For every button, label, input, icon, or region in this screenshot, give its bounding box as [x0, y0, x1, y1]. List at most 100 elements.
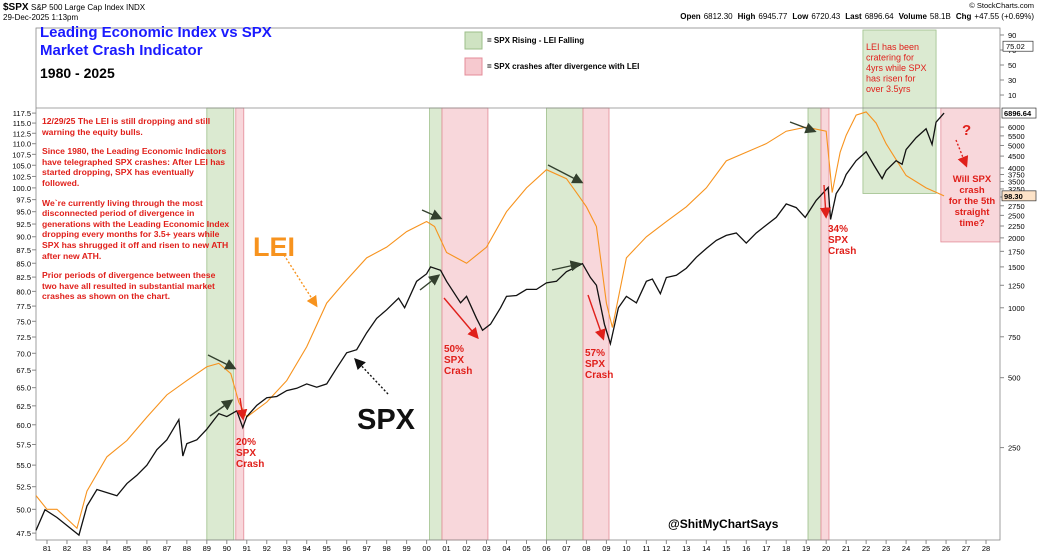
- x-tick-label: 12: [662, 544, 670, 552]
- commentary-paragraph: Since 1980, the Leading Economic Indicat…: [42, 146, 227, 188]
- quote-label: High: [738, 12, 756, 21]
- crash-label-line: 57%: [585, 348, 605, 359]
- question-mark: ?: [962, 122, 971, 139]
- y2-tick-label: 1000: [1008, 304, 1025, 313]
- series-line: [35, 112, 945, 537]
- crash-label: 34% SPX Crash: [828, 224, 856, 257]
- question: Will SPX crash for the 5th straight time?: [949, 174, 996, 229]
- y-tick-label: 80.0: [16, 287, 31, 296]
- y2-tick-label: 2750: [1008, 202, 1025, 211]
- y-tick-label: 67.5: [16, 366, 31, 375]
- x-tick-label: 87: [163, 544, 171, 552]
- shaded-region: [582, 107, 610, 541]
- quote-value: 6896.64: [865, 12, 894, 21]
- x-tick-label: 07: [562, 544, 570, 552]
- shaded-region: [940, 107, 1001, 243]
- legend-swatch: [464, 57, 483, 76]
- x-tick-label: 96: [343, 544, 351, 552]
- x-tick-label: 14: [702, 544, 710, 552]
- y-tick-label: 10: [1008, 91, 1016, 100]
- last-value-label: 98.30: [1004, 192, 1023, 201]
- y2-tick-label: 1250: [1008, 281, 1025, 290]
- chart-subtitle: 1980 - 2025: [40, 65, 115, 81]
- y2-tick-label: 5000: [1008, 141, 1025, 150]
- y-tick-label: 95.0: [16, 208, 31, 217]
- x-tick-label: 01: [442, 544, 450, 552]
- x-tick-label: 93: [283, 544, 291, 552]
- crash-label-line: 20%: [236, 437, 256, 448]
- y-tick-label: 87.5: [16, 246, 31, 255]
- legend-label: = SPX crashes after divergence with LEI: [487, 62, 639, 71]
- x-tick-label: 09: [602, 544, 610, 552]
- y-tick-label: 97.5: [16, 196, 31, 205]
- last-value-label: 75.02: [1006, 42, 1025, 51]
- symbol-name: S&P 500 Large Cap Index INDX: [31, 3, 146, 12]
- y2-tick-label: 4000: [1008, 164, 1025, 173]
- crash-label: 57% SPX Crash: [585, 348, 613, 381]
- plot-frame: [35, 27, 1001, 541]
- question-line: for the 5th: [949, 196, 996, 207]
- y-tick-label: 75.0: [16, 317, 31, 326]
- y-tick-label: 60.0: [16, 421, 31, 430]
- y-tick-label: 55.0: [16, 461, 31, 470]
- lei-label: LEI: [253, 232, 295, 262]
- y-tick-label: 50: [1008, 61, 1016, 70]
- quote-value: 6720.43: [811, 12, 840, 21]
- shaded-region: [807, 107, 822, 541]
- y-tick-label: 105.0: [12, 161, 31, 170]
- x-tick-label: 89: [203, 544, 211, 552]
- chart-title: Market Crash Indicator: [40, 42, 203, 59]
- y2-tick-label: 2500: [1008, 211, 1025, 220]
- shaded-region: [429, 107, 443, 541]
- quote-label: Last: [845, 12, 862, 21]
- crash-label-line: Crash: [828, 246, 856, 257]
- quote-value: 58.1B: [930, 12, 951, 21]
- y-tick-label: 72.5: [16, 333, 31, 342]
- x-tick-label: 82: [63, 544, 71, 552]
- x-tick-label: 06: [542, 544, 550, 552]
- y-tick-label: 30: [1008, 76, 1016, 85]
- quote-label: Open: [680, 12, 701, 21]
- x-tick-label: 91: [243, 544, 251, 552]
- crash-label-line: SPX: [585, 359, 605, 370]
- y2-tick-label: 2250: [1008, 222, 1025, 231]
- x-tick-label: 00: [422, 544, 430, 552]
- y-tick-label: 82.5: [16, 273, 31, 282]
- x-tick-label: 28: [982, 544, 990, 552]
- crash-label-line: SPX: [828, 235, 848, 246]
- last-value-box: [1001, 107, 1037, 119]
- y-tick-label: 110.0: [13, 140, 31, 149]
- y-tick-label: 90.0: [16, 233, 31, 242]
- y-tick-label: 115.0: [13, 119, 31, 128]
- shaded-region: [546, 107, 584, 541]
- x-tick-label: 27: [962, 544, 970, 552]
- shaded-region: [820, 107, 830, 541]
- x-tick-label: 03: [482, 544, 490, 552]
- x-tick-label: 84: [103, 544, 111, 552]
- y-tick-label: 112.5: [13, 129, 31, 138]
- y2-tick-label: 6000: [1008, 123, 1025, 132]
- last-value-box: [1001, 190, 1037, 202]
- x-tick-label: 25: [922, 544, 930, 552]
- y2-tick-label: 1750: [1008, 247, 1025, 256]
- y2-tick-label: 3250: [1008, 185, 1025, 194]
- commentary-paragraph: 12/29/25 The LEI is still dropping and s…: [42, 116, 211, 137]
- shaded-region: [206, 107, 235, 541]
- x-tick-label: 88: [183, 544, 191, 552]
- y-tick-label: 77.5: [16, 302, 31, 311]
- last-value-label: 6896.64: [1004, 109, 1032, 118]
- y2-tick-label: 4500: [1008, 152, 1025, 161]
- x-tick-label: 26: [942, 544, 950, 552]
- y-tick-label: 70.0: [16, 349, 31, 358]
- chart-title: Leading Economic Index vs SPX: [40, 24, 272, 41]
- commentary-paragraph: We`re currently living through the most …: [42, 197, 230, 261]
- shaded-region: [235, 107, 245, 541]
- x-tick-label: 18: [782, 544, 790, 552]
- last-value-box: [1002, 40, 1034, 52]
- crash-label-line: 50%: [444, 344, 464, 355]
- commentary-paragraph: Prior periods of divergence between thes…: [42, 270, 216, 302]
- y-tick-label: 117.5: [13, 109, 31, 118]
- question-line: crash: [959, 185, 985, 196]
- y-tick-label: 52.5: [16, 483, 31, 492]
